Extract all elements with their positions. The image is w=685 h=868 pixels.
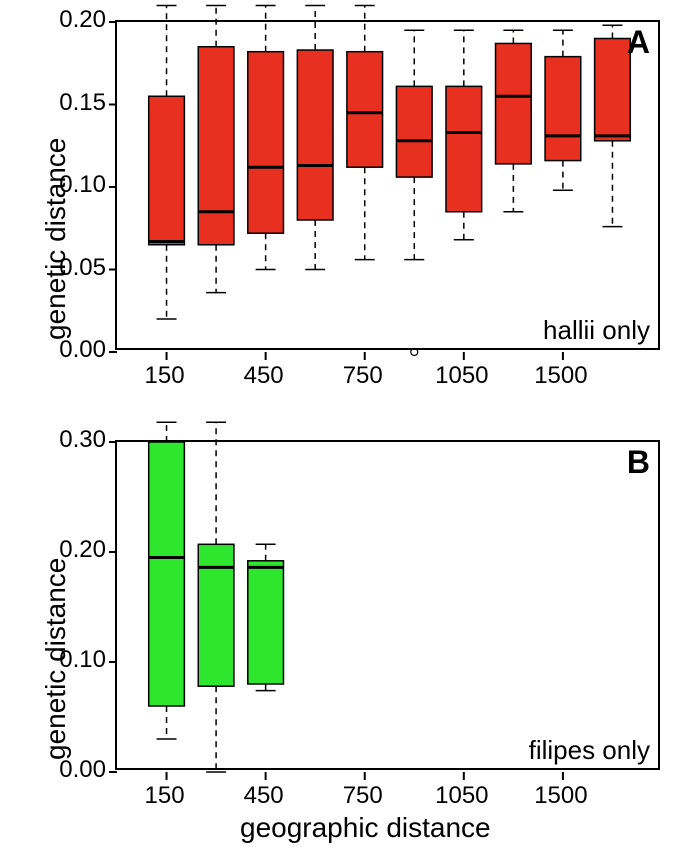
panel-b: B filipes only bbox=[115, 440, 660, 770]
panel-a-letter: A bbox=[627, 24, 650, 61]
panel-a: A hallii only bbox=[115, 20, 660, 350]
panel-b-letter: B bbox=[627, 444, 650, 481]
xtick-label: 1500 bbox=[534, 362, 587, 390]
figure-root: A hallii only 0.000.050.100.150.20 15045… bbox=[0, 0, 685, 868]
xtick-label: 750 bbox=[343, 362, 383, 390]
xtick-label: 450 bbox=[244, 362, 284, 390]
panel-a-annotation: hallii only bbox=[543, 315, 650, 346]
panel-a-ylabel: genetic distance bbox=[40, 138, 72, 340]
xtick-label: 1050 bbox=[435, 362, 488, 390]
shared-xlabel: geographic distance bbox=[240, 812, 491, 844]
panel-b-ylabel: genetic distance bbox=[40, 558, 72, 760]
xtick-label: 150 bbox=[145, 362, 185, 390]
panel-a-xtick-labels: 150 450 750 1050 1500 bbox=[115, 356, 660, 392]
ytick-label: 0.30 bbox=[46, 426, 106, 454]
panel-a-plot bbox=[117, 22, 662, 352]
panel-b-xtick-labels: 150 450 750 1050 1500 bbox=[115, 776, 660, 812]
ytick-label: 0.00 bbox=[46, 336, 106, 364]
xtick-label: 150 bbox=[145, 782, 185, 810]
xtick-label: 1050 bbox=[435, 782, 488, 810]
panel-b-plot bbox=[117, 442, 662, 772]
xtick-label: 450 bbox=[244, 782, 284, 810]
ytick-label: 0.00 bbox=[46, 756, 106, 784]
xtick-label: 1500 bbox=[534, 782, 587, 810]
xtick-label: 750 bbox=[343, 782, 383, 810]
ytick-label: 0.15 bbox=[46, 89, 106, 117]
ytick-label: 0.20 bbox=[46, 6, 106, 34]
panel-b-annotation: filipes only bbox=[529, 735, 650, 766]
